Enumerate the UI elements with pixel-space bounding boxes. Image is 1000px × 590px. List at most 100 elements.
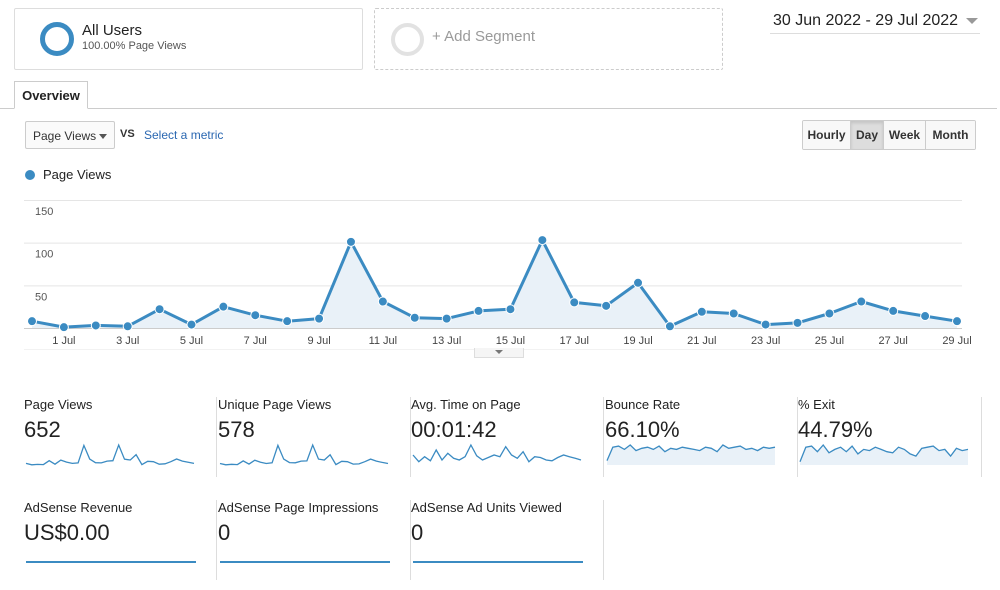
legend-label: Page Views [43, 167, 112, 182]
metric-sparkline [606, 444, 776, 465]
tile-separator [603, 397, 604, 477]
data-point[interactable] [633, 277, 644, 288]
data-point[interactable] [888, 305, 899, 316]
x-tick-label: 29 Jul [942, 335, 971, 347]
tile-separator [410, 397, 411, 477]
data-point[interactable] [122, 321, 133, 332]
x-tick-label: 15 Jul [496, 335, 525, 347]
data-point[interactable] [696, 306, 707, 317]
granularity-hourly-button[interactable]: Hourly [803, 121, 851, 149]
chevron-down-icon [495, 350, 503, 354]
select-metric-link[interactable]: Select a metric [144, 128, 224, 142]
x-tick-label: 19 Jul [623, 335, 652, 347]
metric-value: 0 [411, 520, 424, 545]
data-point[interactable] [856, 296, 867, 307]
metric-tile[interactable]: Bounce Rate 66.10% [605, 397, 798, 477]
data-point[interactable] [441, 313, 452, 324]
data-point[interactable] [186, 319, 197, 330]
metric-value: 44.79% [798, 417, 873, 442]
metric-tile[interactable]: Page Views 652 [24, 397, 217, 477]
data-point[interactable] [920, 311, 931, 322]
x-tick-label: 1 Jul [52, 335, 75, 347]
metric-tile[interactable]: Unique Page Views 578 [218, 397, 411, 477]
metric-tile[interactable]: AdSense Revenue US$0.00 [24, 500, 217, 580]
data-point[interactable] [824, 308, 835, 319]
tile-separator [981, 397, 982, 477]
data-point[interactable] [27, 316, 37, 327]
data-point[interactable] [664, 321, 675, 332]
metric-sparkline [25, 443, 195, 466]
segment-all-users[interactable]: All Users 100.00% Page Views [14, 8, 363, 70]
granularity-week-button[interactable]: Week [884, 121, 926, 149]
metric-label: Bounce Rate [605, 397, 681, 412]
data-point[interactable] [218, 301, 229, 312]
metric-select-value: Page Views [33, 129, 97, 143]
data-point[interactable] [345, 236, 356, 247]
date-range-picker[interactable]: 30 Jun 2022 - 29 Jul 2022 [770, 10, 980, 34]
metric-tile[interactable]: % Exit 44.79% [798, 397, 991, 477]
data-point[interactable] [792, 317, 803, 328]
sparkline-area [607, 445, 775, 465]
x-tick-label: 25 Jul [815, 335, 844, 347]
tile-separator [603, 500, 604, 580]
metric-sparkline [799, 443, 969, 465]
data-point[interactable] [537, 235, 548, 246]
data-point[interactable] [250, 310, 261, 321]
chart-collapse-toggle[interactable] [474, 348, 524, 358]
data-point[interactable] [760, 319, 771, 330]
metric-sparkline [412, 443, 582, 463]
data-point[interactable] [728, 308, 739, 319]
data-point[interactable] [569, 297, 580, 308]
sparkline-line [606, 444, 776, 461]
metric-sparkline-flat [413, 561, 583, 563]
sparkline-line [412, 443, 582, 463]
tile-separator [410, 500, 411, 580]
metric-tile[interactable]: AdSense Ad Units Viewed 0 [411, 500, 604, 580]
metric-label: AdSense Revenue [24, 500, 133, 515]
data-point[interactable] [505, 304, 516, 315]
add-segment-label: + Add Segment [432, 28, 535, 45]
tile-separator [216, 397, 217, 477]
metric-select[interactable]: Page Views [25, 121, 115, 149]
sparkline-line [219, 443, 389, 466]
data-point[interactable] [601, 300, 612, 311]
legend-dot [25, 170, 35, 180]
date-range-text: 30 Jun 2022 - 29 Jul 2022 [773, 12, 959, 29]
sparkline-line [799, 443, 969, 462]
metric-tile[interactable]: AdSense Page Impressions 0 [218, 500, 411, 580]
granularity-day-button[interactable]: Day [851, 121, 884, 149]
x-tick-label: 7 Jul [244, 335, 267, 347]
x-tick-label: 21 Jul [687, 335, 716, 347]
metric-sparkline [219, 443, 389, 466]
data-point[interactable] [282, 316, 293, 327]
x-tick-label: 5 Jul [180, 335, 203, 347]
dropdown-caret-icon [99, 134, 107, 139]
x-tick-label: 17 Jul [560, 335, 589, 347]
tab-divider [0, 108, 997, 109]
metric-value: 66.10% [605, 417, 680, 442]
x-tick-label: 11 Jul [369, 335, 398, 347]
add-segment-button[interactable]: + Add Segment [374, 8, 723, 70]
data-point[interactable] [154, 304, 165, 315]
data-point[interactable] [58, 322, 69, 333]
tab-overview[interactable]: Overview [14, 81, 88, 109]
tile-separator [797, 397, 798, 477]
page-views-chart: 50 100 150 1 Jul 3 Jul 5 Jul 7 Jul 9 Jul 11 Jul 1… [24, 200, 972, 350]
metric-value: 578 [218, 417, 255, 442]
sparkline-area [800, 445, 968, 465]
data-point[interactable] [952, 316, 962, 327]
data-point[interactable] [314, 313, 325, 324]
data-point[interactable] [409, 312, 420, 323]
metric-label: Page Views [24, 397, 93, 412]
tile-separator [216, 500, 217, 580]
granularity-month-button[interactable]: Month [926, 121, 975, 149]
data-point[interactable] [473, 305, 484, 316]
data-point[interactable] [90, 320, 101, 331]
metric-tile[interactable]: Avg. Time on Page 00:01:42 [411, 397, 604, 477]
metric-label: Unique Page Views [218, 397, 332, 412]
x-tick-label: 13 Jul [432, 335, 461, 347]
data-point[interactable] [377, 296, 388, 307]
sparkline-line [25, 443, 195, 466]
metric-label: % Exit [798, 397, 835, 412]
y-tick-label: 150 [35, 206, 53, 218]
